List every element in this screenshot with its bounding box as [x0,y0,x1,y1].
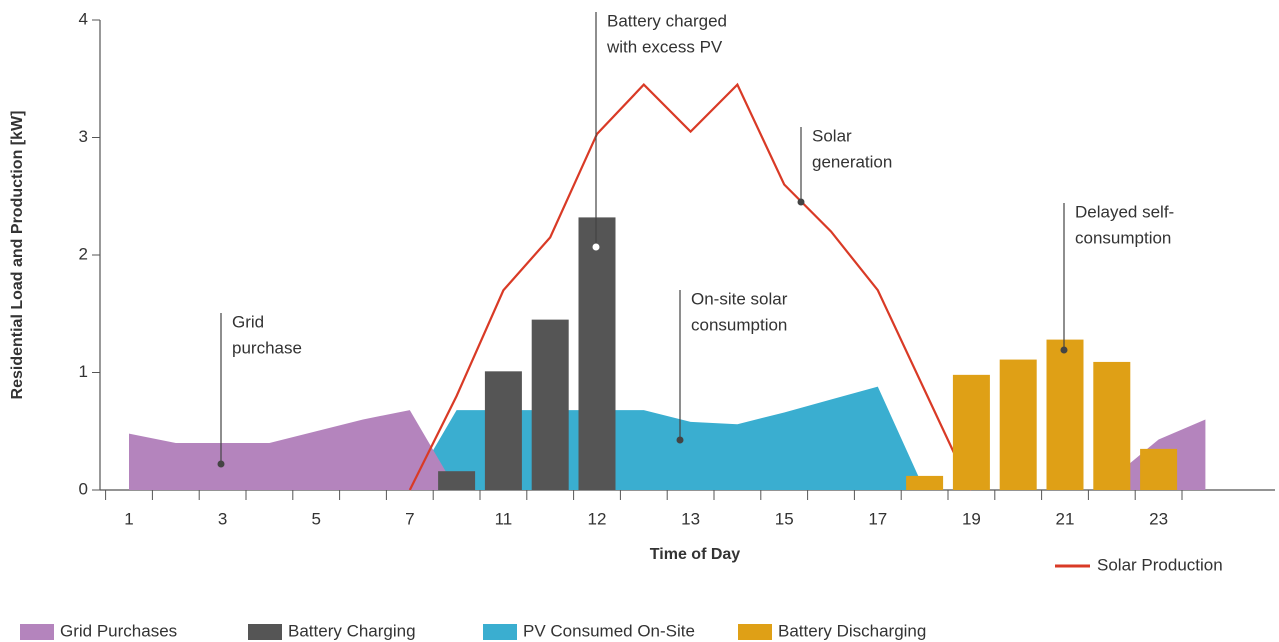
x-axis-label: Time of Day [650,546,741,563]
annotation-text: consumption [691,315,787,334]
x-tick-label: 11 [495,509,513,528]
bar [1093,361,1131,490]
x-tick-label: 3 [218,509,227,528]
bar [952,374,990,490]
bar [1140,448,1178,490]
legend-swatch [20,624,54,640]
y-tick-label: 2 [79,244,88,263]
annotation-text: consumption [1075,228,1171,247]
bar [999,359,1037,490]
y-tick-label: 3 [79,127,88,146]
legend-swatch [248,624,282,640]
annotation-text: Solar [812,126,852,145]
bar [578,217,616,490]
bar [906,475,944,490]
y-tick-label: 0 [79,479,88,498]
bar [531,319,569,490]
legend-swatch [483,624,517,640]
x-tick-label: 19 [962,509,981,528]
annotation-text: purchase [232,338,302,357]
x-tick-label: 7 [405,509,414,528]
annotation-text: Grid [232,312,264,331]
line [408,82,973,491]
x-tick-label: 17 [868,509,887,528]
annotation-text: with excess PV [606,37,723,56]
annotation-text: Battery charged [607,11,727,30]
x-tick-label: 15 [775,509,794,528]
x-tick-label: 21 [1056,509,1075,528]
legend-swatch [738,624,772,640]
annotation-text: On-site solar [691,289,788,308]
annotation-text: Delayed self- [1075,202,1174,221]
legend-label: Grid Purchases [60,621,177,640]
annotation-dot [676,436,684,444]
y-tick-label: 4 [79,9,88,28]
bar [1046,339,1084,490]
annotation-dot [217,460,225,468]
legend-label: PV Consumed On-Site [523,621,695,640]
x-tick-label: 5 [311,509,320,528]
annotation-dot [797,198,805,206]
x-tick-label: 13 [681,509,700,528]
x-tick-label: 23 [1149,509,1168,528]
annotation-text: generation [812,152,892,171]
legend-label: Solar Production [1097,555,1223,574]
bar [438,471,476,490]
bar [484,371,522,490]
x-tick-label: 12 [588,509,607,528]
annotation-dot [592,243,600,251]
y-tick-label: 1 [79,362,88,381]
legend-label: Battery Charging [288,621,416,640]
y-axis-label: Residential Load and Production [kW] [9,111,26,400]
x-tick-label: 1 [124,509,133,528]
area [129,410,457,490]
annotation-dot [1060,346,1068,354]
legend-label: Battery Discharging [778,621,926,640]
